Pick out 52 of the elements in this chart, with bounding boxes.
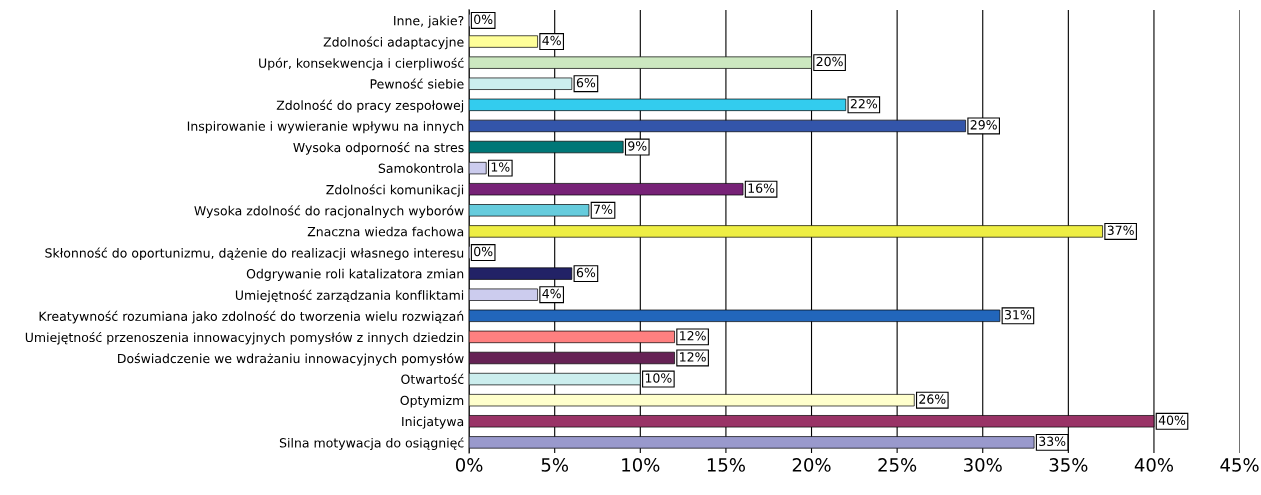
data-label: 29% — [970, 120, 997, 130]
y-tick-label: Znaczna wiedza fachowa — [307, 226, 464, 237]
data-label: 0% — [474, 246, 493, 257]
y-tick-label: Otwartość — [401, 373, 464, 385]
data-label: 10% — [645, 373, 672, 383]
y-tick-label: Kreatywność rozumiana jako zdolność do tworzenia wielu rozwiązań — [39, 310, 464, 324]
data-label: 20% — [816, 56, 843, 67]
data-label: 33% — [1039, 436, 1066, 446]
x-tick-label: 0% — [455, 458, 483, 472]
x-tick-label: 20% — [792, 458, 831, 472]
data-label: 40% — [1158, 415, 1186, 425]
y-tick-label: Inspirowanie i wywieranie wpływu na innych — [187, 121, 464, 134]
x-tick-label: 25% — [878, 458, 917, 472]
y-tick-label: Upór, konsekwencja i cierpliwość — [259, 57, 464, 71]
y-tick-label: Samokontrola — [378, 163, 464, 174]
data-label: 12% — [680, 352, 706, 362]
y-tick-label: Inne, jakie? — [394, 15, 464, 28]
y-tick-label: Pewność siebie — [370, 78, 464, 89]
data-label: 7% — [594, 204, 613, 214]
data-label: 12% — [680, 331, 706, 341]
y-tick-label: Silna motywacja do osiągnięć — [279, 437, 464, 450]
data-label: 6% — [576, 77, 596, 88]
data-label: 4% — [542, 35, 561, 46]
x-tick-label: 10% — [622, 458, 660, 472]
y-tick-label: Skłonność do oportunizmu, dążenie do realizacji własnego interesu — [45, 247, 464, 261]
y-tick-label: Odgrywanie roli katalizatora zmian — [246, 268, 464, 281]
y-tick-label: Wysoka odporność na stres — [293, 142, 464, 155]
x-tick-label: 45% — [1220, 458, 1259, 472]
data-label: 22% — [850, 99, 878, 109]
x-tick-label: 30% — [964, 458, 1002, 472]
y-tick-label: Doświadczenie we wdrażaniu innowacyjnych pomysłów — [118, 352, 464, 366]
y-tick-label: Zdolności adaptacyjne — [323, 36, 464, 50]
y-tick-label: Zdolność do pracy zespołowej — [276, 99, 464, 113]
data-label: 4% — [542, 288, 561, 299]
y-tick-label: Umiejętność przenoszenia innowacyjnych pomysłów z innych dziedzin — [25, 331, 464, 345]
y-tick-label: Optymizm — [400, 395, 464, 408]
x-tick-label: 15% — [707, 458, 745, 472]
data-label: 0% — [474, 14, 493, 25]
data-label: 37% — [1107, 225, 1134, 236]
y-tick-label: Umiejętność zarządzania konfliktami — [235, 289, 464, 303]
data-label: 16% — [748, 183, 775, 193]
x-tick-label: 5% — [541, 458, 569, 472]
data-label: 26% — [919, 394, 946, 404]
y-tick-label: Zdolności komunikacji — [326, 184, 464, 197]
data-label: 31% — [1004, 309, 1032, 320]
x-tick-label: 40% — [1134, 458, 1174, 472]
data-label: 6% — [576, 267, 596, 278]
y-tick-label: Inicjatywa — [402, 416, 464, 429]
data-label: 1% — [491, 162, 510, 172]
x-tick-label: 35% — [1049, 458, 1088, 472]
y-tick-label: Wysoka zdolność do racjonalnych wyborów — [194, 205, 464, 218]
data-label: 9% — [628, 141, 647, 151]
